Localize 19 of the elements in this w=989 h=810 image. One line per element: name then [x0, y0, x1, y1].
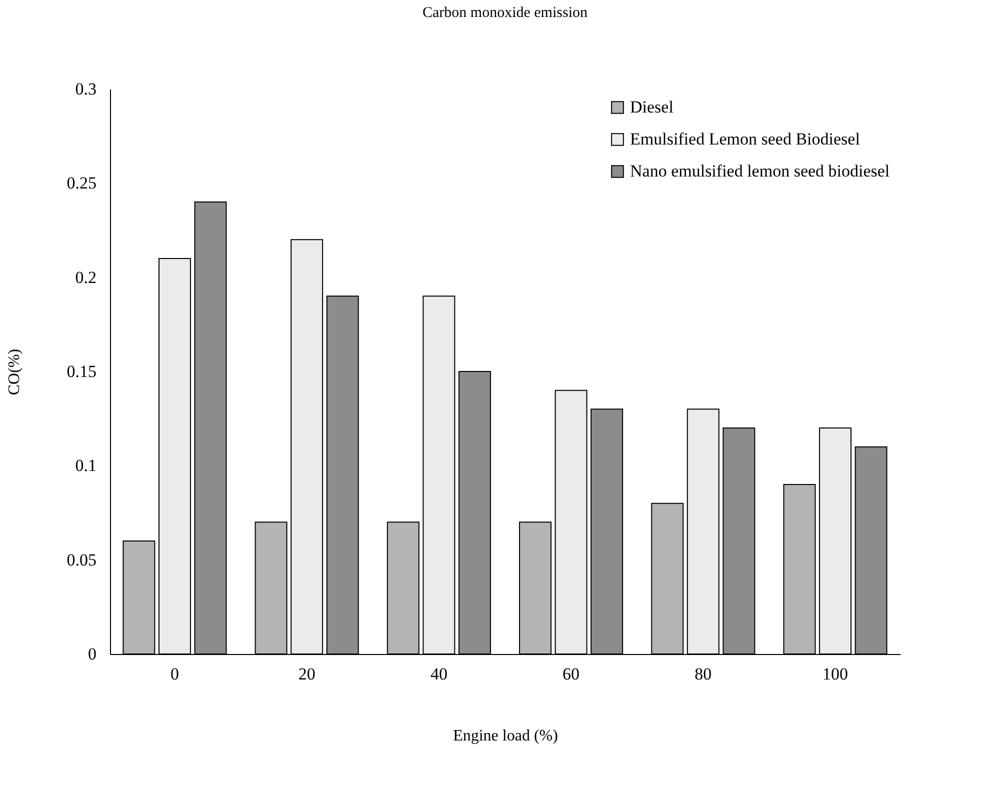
- y-tick-label: 0.15: [66, 362, 96, 381]
- x-axis-title: Engine load (%): [453, 728, 558, 744]
- chart-title: Carbon monoxide emission: [422, 5, 588, 21]
- y-axis-title: CO(%): [6, 348, 23, 396]
- y-tick-label: 0.05: [66, 550, 96, 570]
- y-tick-label: 0: [88, 644, 96, 664]
- x-tick-label: 40: [430, 664, 448, 684]
- x-tick-label: 60: [562, 664, 580, 684]
- x-tick-label: 100: [822, 664, 848, 684]
- y-tick-label: 0.3: [75, 80, 96, 98]
- y-tick-label: 0.2: [75, 268, 96, 287]
- x-tick-label: 20: [298, 664, 316, 684]
- x-tick-label: 80: [694, 664, 712, 684]
- y-tick-label: 0.25: [66, 174, 96, 193]
- legend-label: Diesel: [630, 98, 674, 116]
- x-tick-label: 0: [170, 664, 179, 684]
- legend-label: Emulsified Lemon seed Biodiesel: [630, 130, 860, 148]
- legend-label: Nano emulsified lemon seed biodiesel: [630, 162, 890, 180]
- y-tick-label: 0.1: [75, 456, 96, 476]
